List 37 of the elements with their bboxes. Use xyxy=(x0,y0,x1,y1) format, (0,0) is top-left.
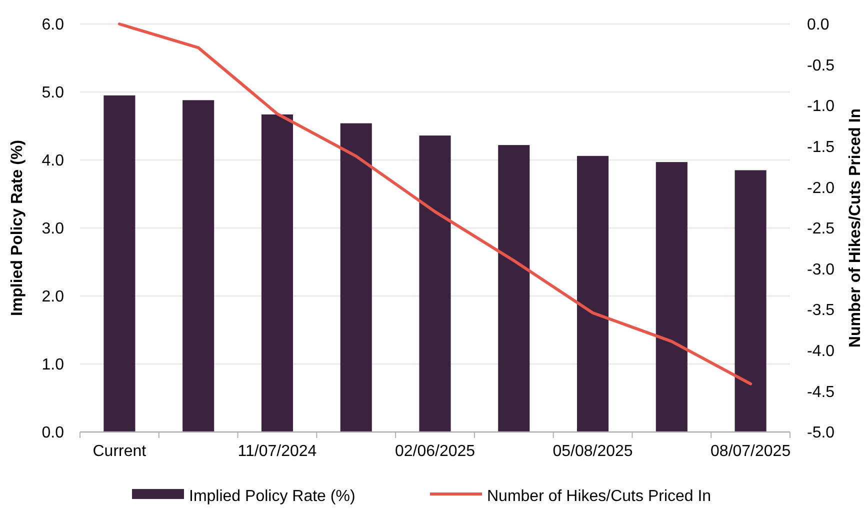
y2-tick-label: -1.5 xyxy=(807,139,835,156)
y2-tick-label: -4.0 xyxy=(807,343,835,360)
bar xyxy=(340,123,372,432)
y2-tick-label: -1.0 xyxy=(807,98,835,116)
bar xyxy=(734,170,766,432)
y2-tick-label: -3.5 xyxy=(807,302,835,320)
y-tick-label: 3.0 xyxy=(42,220,64,238)
y2-tick-label: -4.5 xyxy=(807,384,835,401)
y2-tick-label: -2.5 xyxy=(807,220,835,238)
y-tick-label: 5.0 xyxy=(42,84,64,102)
x-tick-label: 11/07/2024 xyxy=(238,443,317,460)
x-tick-label: 02/06/2025 xyxy=(394,443,476,460)
line-series xyxy=(118,22,752,386)
y-tick-label: 6.0 xyxy=(42,16,64,34)
x-tick-label: 08/07/2025 xyxy=(710,443,791,460)
y-tick-label: 4.0 xyxy=(42,152,64,170)
bar xyxy=(498,145,530,432)
bar xyxy=(656,162,688,432)
y-tick-label: 2.0 xyxy=(42,288,64,306)
x-tick-label: Current xyxy=(92,443,147,460)
bar xyxy=(182,100,214,432)
bar xyxy=(104,95,136,432)
x-tick-label: 05/08/2025 xyxy=(552,443,633,460)
y2-tick-label: -3.0 xyxy=(807,261,835,278)
y2-tick-label: -0.5 xyxy=(807,57,835,74)
y2-tick-label: -2.0 xyxy=(807,180,835,197)
bar xyxy=(419,136,451,432)
y-axis-title: Implied Policy Rate (%) xyxy=(9,140,26,316)
legend-label: Number of Hikes/Cuts Priced In xyxy=(487,488,712,505)
bar xyxy=(261,114,293,432)
y-tick-label: 1.0 xyxy=(42,356,64,374)
y2-tick-label: 0.0 xyxy=(807,16,830,34)
legend-label: Implied Policy Rate (%) xyxy=(189,488,356,505)
y2-axis-title: Number of Hikes/Cuts Priced In xyxy=(847,108,864,348)
y2-tick-label: -5.0 xyxy=(807,424,835,442)
bar xyxy=(577,156,609,432)
y-tick-label: 0.0 xyxy=(42,424,64,442)
